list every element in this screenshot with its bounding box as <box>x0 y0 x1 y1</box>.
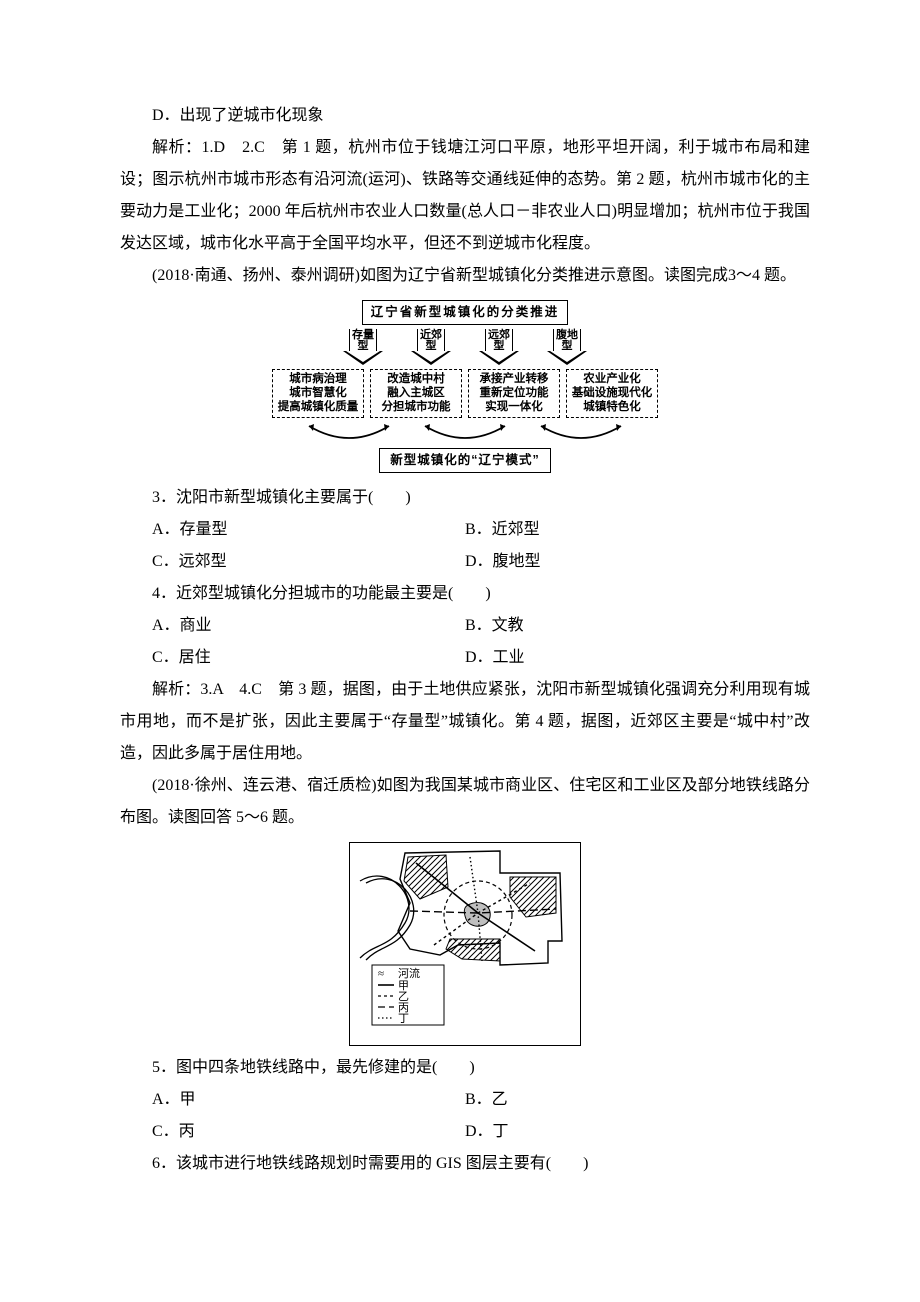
figure-liaoning-diagram: 辽宁省新型城镇化的分类推进 存量型 近郊型 远郊型 腹地型 <box>120 300 810 476</box>
analysis-q1-q2: 解析：1.D 2.C 第 1 题，杭州市位于钱塘江河口平原，地形平坦开阔，利于城… <box>120 132 810 260</box>
box2-line0: 承接产业转移 <box>472 373 556 387</box>
q5-stem: 5．图中四条地铁线路中，最先修建的是( ) <box>120 1052 810 1084</box>
q3-opt-c: C．远郊型 <box>120 546 465 578</box>
diagram1-box-row: 城市病治理 城市智慧化 提高城镇化质量 改造城中村 融入主城区 分担城市功能 承… <box>272 369 658 418</box>
q3-row-ab: A．存量型 B．近郊型 <box>120 514 810 546</box>
q4-opt-d: D．工业 <box>465 642 810 674</box>
box1-line1: 融入主城区 <box>374 387 458 401</box>
q4-opt-a: A．商业 <box>120 610 465 642</box>
q5-opt-b: B．乙 <box>465 1084 810 1116</box>
box3-line1: 基础设施现代化 <box>570 387 654 401</box>
q5-opt-a: A．甲 <box>120 1084 465 1116</box>
box3-line0: 农业产业化 <box>570 373 654 387</box>
q4-row-cd: C．居住 D．工业 <box>120 642 810 674</box>
q4-stem: 4．近郊型城镇化分担城市的功能最主要是( ) <box>120 578 810 610</box>
arrow-type-3: 腹地型 <box>538 329 596 365</box>
box0-line1: 城市智慧化 <box>276 387 360 401</box>
diagram1-bottom: 新型城镇化的“辽宁模式” <box>379 448 551 473</box>
q5-row-cd: C．丙 D．丁 <box>120 1116 810 1148</box>
curve-2 <box>531 422 631 444</box>
arrow-type-1: 近郊型 <box>402 329 460 365</box>
q3-opt-d: D．腹地型 <box>465 546 810 578</box>
arrow-type-2: 远郊型 <box>470 329 528 365</box>
diagram1-arrow-row: 存量型 近郊型 远郊型 腹地型 <box>272 329 658 365</box>
city-map-svg: ≈ 河流 甲 乙 丙 丁 <box>350 843 580 1033</box>
q5-opt-d: D．丁 <box>465 1116 810 1148</box>
q3-stem: 3．沈阳市新型城镇化主要属于( ) <box>120 482 810 514</box>
diagram2: ≈ 河流 甲 乙 丙 丁 <box>349 842 581 1046</box>
curve-0 <box>299 422 399 444</box>
diagram1: 辽宁省新型城镇化的分类推进 存量型 近郊型 远郊型 腹地型 <box>272 300 658 473</box>
q5-opt-c: C．丙 <box>120 1116 465 1148</box>
diagram1-box-0: 城市病治理 城市智慧化 提高城镇化质量 <box>272 369 364 418</box>
diagram1-box-1: 改造城中村 融入主城区 分担城市功能 <box>370 369 462 418</box>
prev-option-d: D．出现了逆城市化现象 <box>120 100 810 132</box>
q3-row-cd: C．远郊型 D．腹地型 <box>120 546 810 578</box>
box1-line2: 分担城市功能 <box>374 401 458 415</box>
intro-q5-q6: (2018·徐州、连云港、宿迁质检)如图为我国某城市商业区、住宅区和工业区及部分… <box>120 770 810 834</box>
intro-q3-q4: (2018·南通、扬州、泰州调研)如图为辽宁省新型城镇化分类推进示意图。读图完成… <box>120 260 810 292</box>
diagram1-box-2: 承接产业转移 重新定位功能 实现一体化 <box>468 369 560 418</box>
type-label-2: 远郊型 <box>487 330 511 352</box>
analysis-q3-q4: 解析：3.A 4.C 第 3 题，据图，由于土地供应紧张，沈阳市新型城镇化强调充… <box>120 674 810 770</box>
q3-opt-b: B．近郊型 <box>465 514 810 546</box>
type-label-0: 存量型 <box>351 330 375 352</box>
box0-line0: 城市病治理 <box>276 373 360 387</box>
diagram1-title: 辽宁省新型城镇化的分类推进 <box>362 300 569 325</box>
diagram1-curves <box>272 420 658 446</box>
type-label-1: 近郊型 <box>419 330 443 352</box>
legend-river: 河流 <box>398 966 420 980</box>
q3-opt-a: A．存量型 <box>120 514 465 546</box>
svg-text:≈: ≈ <box>378 968 384 980</box>
q5-row-ab: A．甲 B．乙 <box>120 1084 810 1116</box>
box2-line2: 实现一体化 <box>472 401 556 415</box>
box3-line2: 城镇特色化 <box>570 401 654 415</box>
type-label-3: 腹地型 <box>555 330 579 352</box>
q4-row-ab: A．商业 B．文教 <box>120 610 810 642</box>
document-page: D．出现了逆城市化现象 解析：1.D 2.C 第 1 题，杭州市位于钱塘江河口平… <box>0 0 920 1240</box>
figure-city-map: ≈ 河流 甲 乙 丙 丁 <box>120 842 810 1046</box>
q6-stem: 6．该城市进行地铁线路规划时需要用的 GIS 图层主要有( ) <box>120 1148 810 1180</box>
box2-line1: 重新定位功能 <box>472 387 556 401</box>
q4-opt-b: B．文教 <box>465 610 810 642</box>
box0-line2: 提高城镇化质量 <box>276 401 360 415</box>
q4-opt-c: C．居住 <box>120 642 465 674</box>
legend-ding: 丁 <box>398 1013 409 1025</box>
curve-1 <box>415 422 515 444</box>
box1-line0: 改造城中村 <box>374 373 458 387</box>
arrow-type-0: 存量型 <box>334 329 392 365</box>
diagram1-box-3: 农业产业化 基础设施现代化 城镇特色化 <box>566 369 658 418</box>
